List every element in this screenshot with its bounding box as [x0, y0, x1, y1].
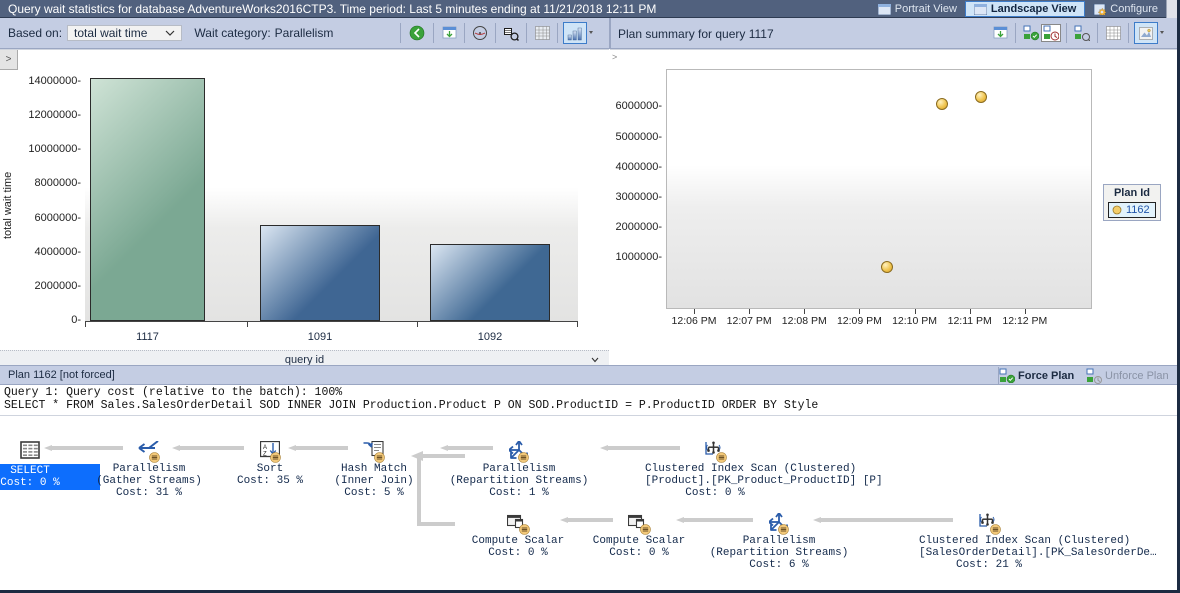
svg-text:A: A [263, 445, 267, 451]
svg-text:Z: Z [263, 452, 267, 458]
